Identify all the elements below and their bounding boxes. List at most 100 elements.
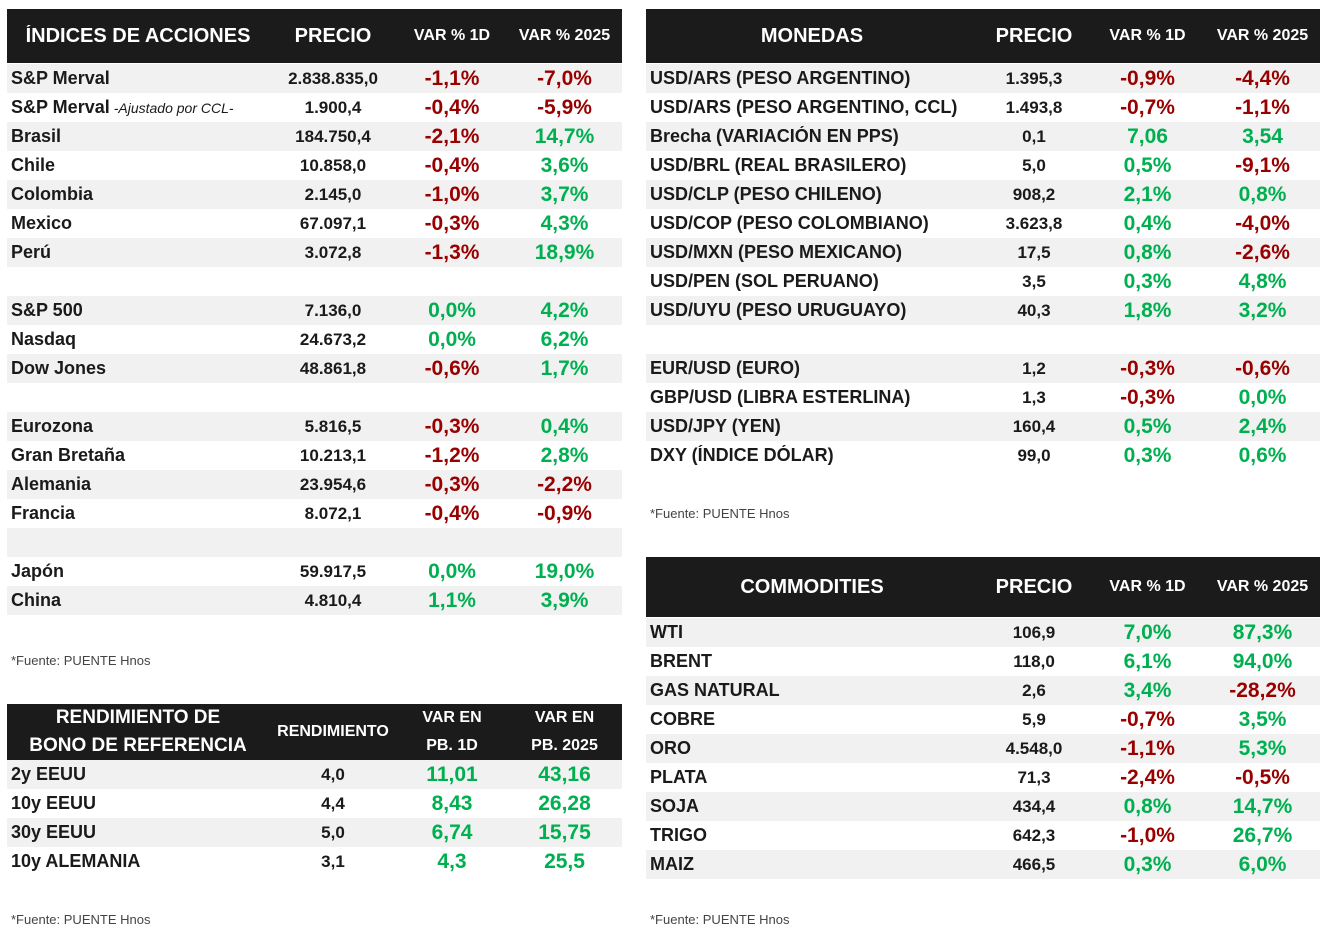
monedas-table: MONEDAS PRECIO VAR % 1D VAR % 2025 USD/A… bbox=[646, 9, 1320, 470]
table-row: USD/JPY (YEN) 160,4 0,5% 2,4% bbox=[646, 412, 1320, 441]
row-var-2025: 94,0% bbox=[1232, 649, 1293, 673]
commodities-source: *Fuente: PUENTE Hnos bbox=[650, 912, 790, 927]
row-price: 106,9 bbox=[1012, 622, 1056, 642]
table-row: GAS NATURAL 2,6 3,4% -28,2% bbox=[646, 676, 1320, 705]
row-name-text: Alemania bbox=[11, 474, 92, 494]
row-var-1d: 0,5% bbox=[1123, 414, 1172, 438]
table-row: USD/UYU (PESO URUGUAYO) 40,3 1,8% 3,2% bbox=[646, 296, 1320, 325]
row-price: 23.954,6 bbox=[299, 474, 367, 494]
row-var-2025: -4,4% bbox=[1235, 66, 1290, 90]
row-price: 3.072,8 bbox=[304, 242, 362, 262]
row-price: 1.900,4 bbox=[304, 97, 362, 117]
row-name-text: MAIZ bbox=[650, 854, 694, 874]
acciones-header-price: PRECIO bbox=[294, 24, 372, 47]
row-price: 5,9 bbox=[1022, 709, 1046, 729]
row-name-text: USD/CLP (PESO CHILENO) bbox=[650, 184, 882, 204]
row-var-1d: -0,4% bbox=[424, 501, 480, 525]
commodities-header-name: COMMODITIES bbox=[740, 575, 884, 598]
row-name: TRIGO bbox=[646, 825, 978, 846]
row-var-1d: -1,2% bbox=[424, 443, 480, 467]
row-var-2025: 3,6% bbox=[540, 153, 589, 177]
row-price: 4.548,0 bbox=[1005, 738, 1063, 758]
row-name-text: PLATA bbox=[650, 767, 708, 787]
row-price: 118,0 bbox=[1013, 651, 1055, 671]
commodities-body: WTI 106,9 7,0% 87,3% BRENT 118,0 6,1% 94,0% GAS … bbox=[646, 617, 1320, 879]
row-price: 3,1 bbox=[321, 851, 345, 871]
monedas-body: USD/ARS (PESO ARGENTINO) 1.395,3 -0,9% -4,4… bbox=[646, 63, 1320, 470]
row-name: 2y EEUU bbox=[7, 764, 269, 785]
row-name-text: USD/COP (PESO COLOMBIANO) bbox=[650, 213, 929, 233]
row-var-2025: 87,3% bbox=[1232, 620, 1293, 644]
row-name: EUR/USD (EURO) bbox=[646, 358, 978, 379]
row-name-text: GBP/USD (LIBRA ESTERLINA) bbox=[650, 387, 911, 407]
table-row: USD/CLP (PESO CHILENO) 908,2 2,1% 0,8% bbox=[646, 180, 1320, 209]
row-name: Alemania bbox=[7, 474, 269, 495]
row-name: MAIZ bbox=[646, 854, 978, 875]
row-name: GAS NATURAL bbox=[646, 680, 978, 701]
row-name: WTI bbox=[646, 622, 978, 643]
row-price: 10.858,0 bbox=[299, 155, 367, 175]
row-name: USD/UYU (PESO URUGUAYO) bbox=[646, 300, 978, 321]
row-name-text: 2y EEUU bbox=[11, 764, 87, 784]
row-name-text: S&P 500 bbox=[11, 300, 83, 320]
row-price: 642,3 bbox=[1012, 825, 1056, 845]
bonos-source: *Fuente: PUENTE Hnos bbox=[11, 912, 151, 927]
table-row: Colombia 2.145,0 -1,0% 3,7% bbox=[7, 180, 622, 209]
row-name-text: Brecha (VARIACIÓN EN PPS) bbox=[650, 126, 899, 146]
row-var-2025: 25,5 bbox=[544, 849, 585, 873]
row-name: USD/COP (PESO COLOMBIANO) bbox=[646, 213, 978, 234]
row-name-text: Nasdaq bbox=[11, 329, 77, 349]
row-var-1d: 0,3% bbox=[1123, 852, 1172, 876]
row-var-2025: 19,0% bbox=[534, 559, 595, 583]
table-row: USD/ARS (PESO ARGENTINO) 1.395,3 -0,9% -4,4… bbox=[646, 64, 1320, 93]
row-name-text: DXY (ÍNDICE DÓLAR) bbox=[650, 445, 834, 465]
row-var-1d: 6,74 bbox=[431, 820, 473, 844]
row-var-2025: 0,0% bbox=[1238, 385, 1287, 409]
table-row: S&P Merval 2.838.835,0 -1,1% -7,0% bbox=[7, 64, 622, 93]
row-var-2025: 4,3% bbox=[540, 211, 589, 235]
row-var-1d: -0,3% bbox=[424, 414, 480, 438]
row-name-text: 10y ALEMANIA bbox=[11, 851, 141, 871]
row-name: S&P Merval bbox=[7, 68, 269, 89]
row-var-1d: -0,7% bbox=[1120, 95, 1175, 119]
row-name-text: Mexico bbox=[11, 213, 73, 233]
row-name: USD/MXN (PESO MEXICANO) bbox=[646, 242, 978, 263]
row-var-2025: -7,0% bbox=[537, 66, 592, 90]
row-price: 5,0 bbox=[321, 822, 345, 842]
table-row: BRENT 118,0 6,1% 94,0% bbox=[646, 647, 1320, 676]
row-var-2025: 6,0% bbox=[1238, 852, 1287, 876]
row-var-2025: 0,6% bbox=[1238, 443, 1287, 467]
table-row: USD/BRL (REAL BRASILERO) 5,0 0,5% -9,1% bbox=[646, 151, 1320, 180]
row-var-1d: 3,4% bbox=[1123, 678, 1172, 702]
row-name: Japón bbox=[7, 561, 269, 582]
row-price: 3.623,8 bbox=[1005, 213, 1063, 233]
row-price: 7.136,0 bbox=[304, 300, 362, 320]
row-price: 2.838.835,0 bbox=[288, 68, 378, 88]
row-var-1d: -0,4% bbox=[424, 153, 480, 177]
row-var-2025: 4,8% bbox=[1238, 269, 1287, 293]
table-row: Mexico 67.097,1 -0,3% 4,3% bbox=[7, 209, 622, 238]
table-row: USD/MXN (PESO MEXICANO) 17,5 0,8% -2,6% bbox=[646, 238, 1320, 267]
row-name-text: Gran Bretaña bbox=[11, 445, 126, 465]
row-var-2025: 18,9% bbox=[534, 240, 595, 264]
row-price: 184.750,4 bbox=[295, 126, 371, 146]
row-name-text: USD/JPY (YEN) bbox=[650, 416, 781, 436]
row-name-text: SOJA bbox=[650, 796, 700, 816]
row-var-2025: -0,6% bbox=[1235, 356, 1290, 380]
row-name: ORO bbox=[646, 738, 978, 759]
row-var-1d: -0,3% bbox=[424, 472, 480, 496]
row-price: 908,2 bbox=[1012, 184, 1056, 204]
row-name-text: GAS NATURAL bbox=[650, 680, 780, 700]
row-name-text: BRENT bbox=[650, 651, 712, 671]
acciones-source: *Fuente: PUENTE Hnos bbox=[11, 653, 151, 668]
row-var-2025: 26,28 bbox=[538, 791, 591, 815]
table-row: Brasil 184.750,4 -2,1% 14,7% bbox=[7, 122, 622, 151]
row-var-1d: 0,0% bbox=[428, 559, 476, 583]
table-row: SOJA 434,4 0,8% 14,7% bbox=[646, 792, 1320, 821]
row-name-text: USD/ARS (PESO ARGENTINO) bbox=[650, 68, 911, 88]
row-var-1d: -1,0% bbox=[424, 182, 480, 206]
bonos-header-var2025-line1: VAR EN bbox=[534, 709, 595, 726]
row-var-2025: 0,4% bbox=[540, 414, 589, 438]
row-name: Gran Bretaña bbox=[7, 445, 269, 466]
row-price: 1.493,8 bbox=[1005, 97, 1063, 117]
